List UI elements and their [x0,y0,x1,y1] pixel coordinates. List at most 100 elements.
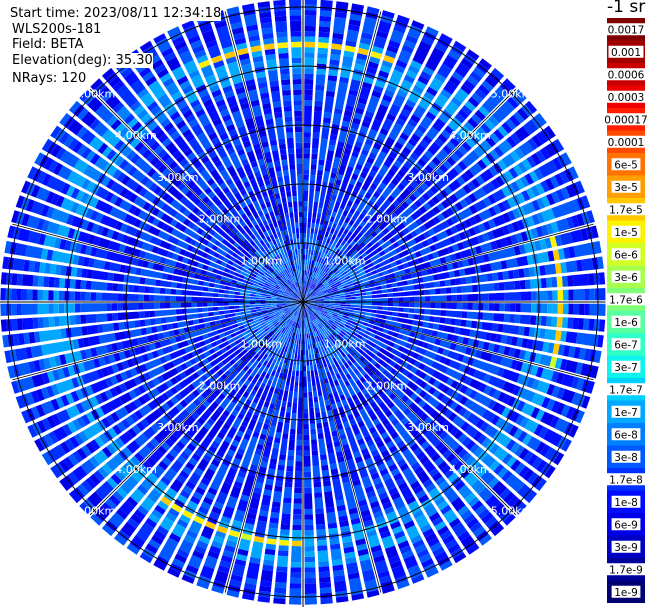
ray-cells [307,311,453,571]
ray-cells [481,156,492,167]
colorbar-label-bg [611,158,641,171]
ray-cells [313,272,606,302]
ray-cells [227,519,243,543]
ray-cells [219,408,274,569]
ray-cells [290,530,302,568]
ray-cells [456,464,479,487]
ray-cells [308,302,548,314]
ray-cells [497,125,509,137]
colorbar-label: 0.001 [611,47,641,59]
ray-cells [312,305,575,420]
ray-cells [27,166,304,302]
ray-cells [555,330,562,342]
ray-cells [89,118,296,296]
ray-cells [28,260,298,302]
ray-cells [355,307,530,337]
ray-cells [291,312,303,563]
ray-cells [306,305,523,511]
azimuth-spoke [302,301,594,381]
ray-cells [11,307,283,394]
ray-cells [334,275,568,301]
ray-cells [140,92,156,108]
ray-cells [71,302,304,431]
ray-cells [263,43,275,50]
range-label: 2.00km [366,379,408,392]
ray-cells [303,302,496,485]
ray-cells [235,42,248,51]
ray-cells [407,80,427,104]
ray-cells [307,113,547,299]
ray-cells [374,65,391,89]
ray-cells [277,42,289,49]
ray-cells [263,38,303,302]
ray-cells [66,185,99,208]
ray-cells [304,307,361,525]
ray-cells [317,42,329,49]
colorbar: 0.0017 0.001 0.0006 0.0003 0.00017 0.0001 6e-5… [602,18,647,603]
ray-cells [303,302,427,499]
ray-cells [303,56,381,303]
ray-cells [142,302,303,559]
ray-cells [305,65,420,298]
ray-cells [157,93,298,294]
ray-cells [48,276,245,299]
ray-cells [549,236,558,248]
ray-cells [331,43,343,50]
ray-cells [25,303,299,405]
ray-cells [306,156,456,299]
ray-cells [48,350,83,368]
ray-cells [50,125,295,297]
ray-cells [313,313,512,522]
ray-cells [322,180,585,295]
ray-cells [308,302,555,354]
ray-cells [504,158,533,182]
ray-cells [303,302,597,362]
ray-cells [303,197,586,302]
ray-cells [63,116,241,255]
ray-cells [72,327,270,482]
ray-cells [313,288,595,302]
radial-data-cells [0,0,606,605]
ray-cells [318,10,395,247]
ray-cells [320,312,565,466]
ray-cells [312,326,410,550]
ray-cells [114,58,291,286]
ray-cells [303,13,362,297]
ray-cells [90,78,257,253]
ray-cells [319,72,501,283]
colorbar-label: 3e-9 [614,542,638,554]
ray-cells [43,234,57,248]
ray-cells [340,50,355,79]
ray-cells [324,256,604,300]
ray-cells [376,351,556,479]
ray-cells [198,535,211,545]
ray-cells [303,302,568,371]
ray-cells [332,221,520,292]
ray-cells [303,104,533,303]
ray-cells [303,302,477,551]
range-label: 3.00km [407,421,449,434]
ray-cells [308,303,584,375]
ray-cells [362,322,520,383]
ray-cells [318,302,580,315]
ray-cells [16,211,303,302]
ray-cells [241,533,252,541]
colorbar-label: 0.0017 [608,24,645,36]
ray-cells [324,355,425,584]
ray-cells [117,372,250,542]
ray-cells [50,193,303,302]
ray-cells [552,289,569,301]
ray-cells [215,65,232,89]
ray-cells [523,238,547,254]
ray-cells [43,304,299,447]
ray-cells [72,254,283,299]
azimuth-spoke [302,88,517,303]
ray-cells [200,346,288,580]
ray-cells [251,50,266,79]
ray-cells [114,306,300,546]
ray-cells [213,520,230,544]
ray-cells [47,362,86,383]
ray-cells [160,496,172,506]
ray-cells [303,38,343,302]
ray-cells [201,29,298,288]
